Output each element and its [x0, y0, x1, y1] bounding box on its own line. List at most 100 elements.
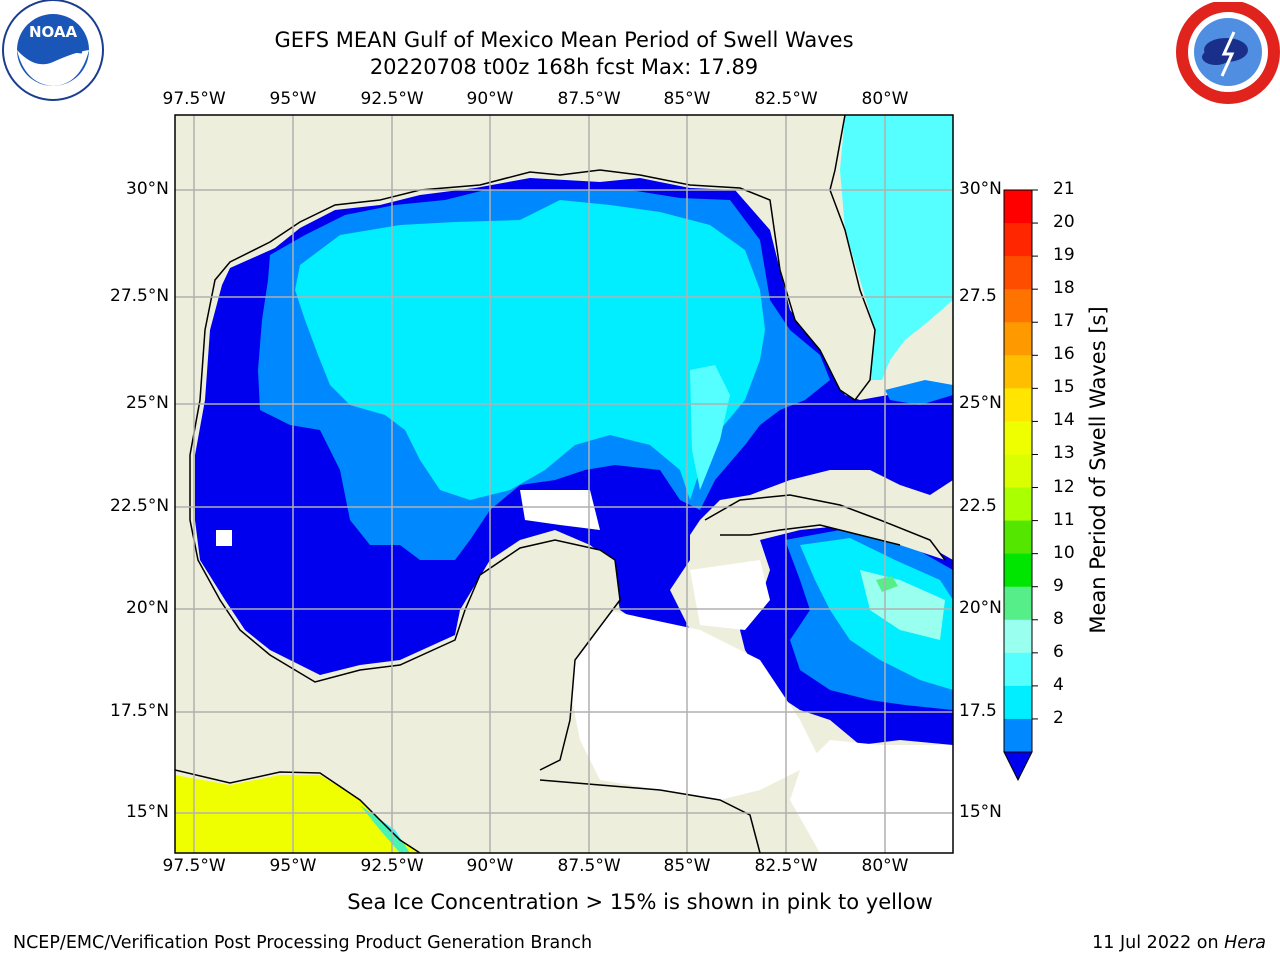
- colorbar-band: [1004, 619, 1032, 654]
- latitude-label-right: 30°N: [959, 179, 1002, 199]
- colorbar-tick-label: 9: [1053, 575, 1064, 596]
- latitude-label-left: 20°N: [126, 598, 169, 618]
- latitude-label-right: 17.5: [959, 701, 997, 721]
- mexico-land: [175, 115, 953, 853]
- chart-title: GEFS MEAN Gulf of Mexico Mean Period of …: [274, 28, 854, 52]
- colorbar-tick-label: 17: [1053, 311, 1075, 332]
- colorbar-tick-label: 13: [1053, 443, 1075, 464]
- latitude-label-right: 20°N: [959, 598, 1002, 618]
- colorbar-band: [1004, 355, 1032, 389]
- coastline-west: [189, 455, 621, 771]
- longitude-label-bottom: 82.5°W: [754, 856, 818, 876]
- colorbar-tick-label: 2: [1053, 707, 1064, 728]
- yucatan-land: [475, 545, 620, 770]
- colorbar-band: [1004, 223, 1032, 257]
- map-frame: [174, 114, 954, 854]
- atlantic-period-2-4-region: [885, 380, 953, 405]
- colorbar-tick-label: 21: [1053, 179, 1075, 199]
- latitude-label-left: 25°N: [126, 393, 169, 413]
- footer-host: Hera: [1224, 933, 1266, 953]
- no-data-region-3: [560, 600, 820, 800]
- colorbar-tick-label: 15: [1053, 377, 1075, 398]
- colorbar: [1003, 189, 1038, 782]
- latitude-label-right: 25°N: [959, 393, 1002, 413]
- nws-logo: [1176, 2, 1280, 104]
- chart-subtitle: 20220708 t00z 168h fcst Max: 17.89: [369, 55, 759, 79]
- colorbar-tick-label: 11: [1053, 509, 1075, 530]
- longitude-label-bottom: 97.5°W: [162, 856, 226, 876]
- coastline-pacific: [175, 769, 421, 853]
- longitude-label-top: 92.5°W: [360, 89, 424, 109]
- latitude-label-left: 15°N: [126, 802, 169, 822]
- noaa-logo-text: NOAA: [29, 23, 78, 41]
- gulf-period-4-6-region: [295, 200, 765, 500]
- longitude-label-top: 87.5°W: [557, 89, 621, 109]
- colorbar-band: [1004, 322, 1032, 356]
- colorbar-band: [1004, 487, 1032, 522]
- colorbar-extend-triangle: [1003, 751, 1033, 782]
- colorbar-tick-label: 6: [1053, 641, 1064, 662]
- latitude-label-left: 30°N: [126, 179, 169, 199]
- longitude-label-top: 80°W: [861, 89, 909, 109]
- colorbar-band: [1004, 289, 1032, 323]
- colorbar-tick-label: 16: [1053, 344, 1075, 365]
- colorbar-tick-label: 10: [1053, 542, 1075, 563]
- colorbar-tick-label: 20: [1053, 212, 1075, 233]
- footer-credit: NCEP/EMC/Verification Post Processing Pr…: [13, 933, 593, 953]
- colorbar-band: [1004, 718, 1032, 753]
- florida-land: [770, 185, 875, 400]
- sea-ice-note-text: Sea Ice Concentration > 15% is shown in …: [347, 890, 933, 914]
- no-data-region-4: [790, 740, 953, 853]
- noaa-logo: NOAA: [2, 0, 104, 101]
- footer-date: 11 Jul 2022 on Hera: [1092, 933, 1266, 953]
- no-data-region-2: [690, 560, 770, 630]
- colorbar-band: [1004, 553, 1032, 588]
- longitude-label-bottom: 95°W: [269, 856, 317, 876]
- atlantic-period-4-6-region: [840, 115, 953, 380]
- latitude-label-right: 22.5: [959, 496, 997, 516]
- colorbar-tick-label: 4: [1053, 674, 1064, 695]
- ice-region: [175, 775, 420, 853]
- caribbean-period-9-10-spot: [876, 576, 898, 592]
- colorbar-band: [1004, 190, 1032, 224]
- colorbar-band: [1004, 421, 1032, 455]
- colorbar-band: [1004, 388, 1032, 422]
- longitude-label-bottom: 92.5°W: [360, 856, 424, 876]
- coastline-central-america: [539, 779, 761, 853]
- colorbar-tick-label: 8: [1053, 608, 1064, 629]
- coastline-cuba: [704, 494, 946, 561]
- longitude-label-top: 85°W: [663, 89, 711, 109]
- latitude-label-left: 27.5°N: [110, 286, 170, 306]
- longitude-label-top: 95°W: [269, 89, 317, 109]
- sea-ice-note: Sea Ice Concentration > 15% is shown in …: [0, 890, 1280, 914]
- longitude-label-bottom: 90°W: [466, 856, 514, 876]
- coastline: [189, 115, 876, 456]
- colorbar-tick-label: 18: [1053, 278, 1075, 299]
- longitude-label-top: 90°W: [466, 89, 514, 109]
- latitude-label-left: 22.5°N: [110, 496, 170, 516]
- gulf-period-6-8-region: [690, 365, 730, 490]
- colorbar-tick-label: 19: [1053, 245, 1075, 266]
- grid: [175, 115, 953, 853]
- colorbar-label: Mean Period of Swell Waves [s]: [1086, 306, 1110, 634]
- cuba-land: [705, 495, 945, 560]
- longitude-label-bottom: 85°W: [663, 856, 711, 876]
- colorbar-tick-label: 14: [1053, 410, 1075, 431]
- colorbar-band: [1004, 520, 1032, 555]
- longitude-label-top: 97.5°W: [162, 89, 226, 109]
- colorbar-band: [1004, 685, 1032, 720]
- longitude-label-bottom: 80°W: [861, 856, 909, 876]
- colorbar-band: [1004, 652, 1032, 687]
- colorbar-frame: [1003, 189, 1033, 753]
- longitude-label-bottom: 87.5°W: [557, 856, 621, 876]
- colorbar-band: [1004, 454, 1032, 489]
- footer-date-text: 11 Jul 2022 on: [1092, 933, 1225, 953]
- ice-region-edge: [360, 805, 410, 853]
- latitude-label-right: 27.5: [959, 286, 997, 306]
- latitude-label-right: 15°N: [959, 802, 1002, 822]
- no-data-region-5: [216, 530, 232, 546]
- no-data-region-1: [520, 490, 600, 530]
- colorbar-tick-label: 12: [1053, 476, 1075, 497]
- longitude-label-top: 82.5°W: [754, 89, 818, 109]
